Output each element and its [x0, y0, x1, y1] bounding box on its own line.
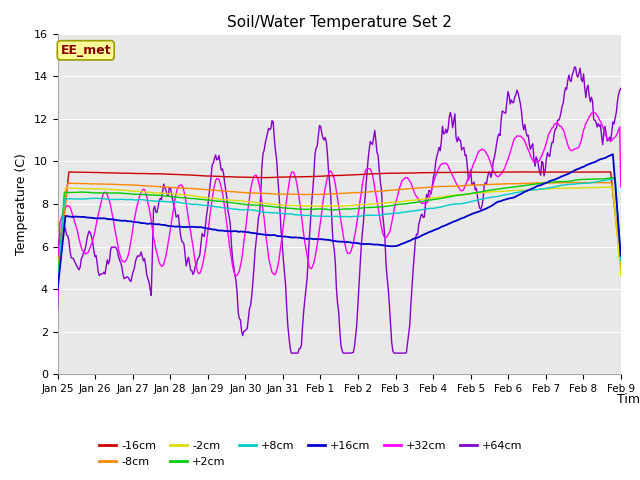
+64cm [617, 85, 625, 91]
+64cm [54, 307, 61, 312]
+32cm [590, 110, 598, 116]
-8cm [358, 190, 366, 195]
-2cm [617, 272, 625, 277]
+8cm [389, 210, 397, 216]
Line: +32cm: +32cm [58, 113, 621, 300]
+64cm [287, 350, 295, 356]
+2cm [358, 205, 366, 211]
-8cm [321, 192, 329, 197]
Line: +8cm: +8cm [58, 179, 621, 287]
+8cm [324, 214, 332, 219]
+8cm [617, 257, 625, 263]
+16cm [515, 192, 523, 198]
Line: +64cm: +64cm [58, 67, 621, 353]
Line: -16cm: -16cm [58, 172, 621, 273]
Line: -8cm: -8cm [58, 182, 621, 279]
+2cm [604, 176, 611, 181]
-2cm [324, 203, 332, 209]
+2cm [324, 207, 332, 213]
Title: Soil/Water Temperature Set 2: Soil/Water Temperature Set 2 [227, 15, 452, 30]
+16cm [358, 241, 366, 247]
+2cm [54, 280, 61, 286]
+8cm [54, 284, 61, 290]
+64cm [360, 219, 367, 225]
+32cm [617, 184, 625, 190]
+64cm [571, 64, 579, 70]
+32cm [605, 137, 612, 143]
-2cm [321, 203, 329, 209]
-8cm [515, 181, 523, 187]
+16cm [609, 151, 617, 157]
-8cm [581, 180, 589, 185]
+2cm [609, 175, 617, 180]
Line: +2cm: +2cm [58, 178, 621, 283]
-8cm [324, 191, 332, 197]
+8cm [611, 176, 619, 182]
-2cm [607, 184, 614, 190]
-16cm [389, 170, 397, 176]
-16cm [515, 169, 523, 175]
-8cm [605, 180, 612, 186]
-16cm [617, 260, 625, 266]
+2cm [515, 183, 523, 189]
-16cm [358, 171, 366, 177]
+32cm [324, 171, 332, 177]
+8cm [604, 177, 611, 183]
+32cm [515, 133, 523, 139]
-2cm [515, 187, 523, 193]
+2cm [617, 257, 625, 263]
+8cm [515, 189, 523, 195]
-2cm [389, 199, 397, 205]
-2cm [604, 184, 611, 190]
-16cm [605, 169, 612, 175]
+8cm [321, 214, 329, 219]
Text: EE_met: EE_met [60, 44, 111, 57]
+2cm [389, 203, 397, 208]
X-axis label: Time: Time [617, 393, 640, 406]
+16cm [389, 243, 397, 249]
+16cm [604, 154, 611, 160]
+16cm [324, 237, 332, 243]
+32cm [321, 186, 329, 192]
Legend: -16cm, -8cm, -2cm, +2cm, +8cm, +16cm, +32cm, +64cm: -16cm, -8cm, -2cm, +2cm, +8cm, +16cm, +3… [95, 437, 527, 471]
+32cm [389, 214, 397, 220]
+16cm [54, 287, 61, 292]
+64cm [326, 180, 333, 186]
Line: +16cm: +16cm [58, 154, 621, 289]
+8cm [358, 213, 366, 219]
+64cm [516, 101, 524, 107]
Line: -2cm: -2cm [58, 187, 621, 275]
+32cm [358, 182, 366, 188]
-2cm [54, 272, 61, 278]
-16cm [321, 173, 329, 179]
-16cm [601, 169, 609, 175]
+32cm [54, 298, 61, 303]
-8cm [54, 276, 61, 282]
-8cm [389, 187, 397, 193]
+16cm [617, 253, 625, 259]
-16cm [54, 270, 61, 276]
-16cm [324, 173, 332, 179]
-8cm [617, 265, 625, 271]
+2cm [321, 206, 329, 212]
-2cm [358, 202, 366, 207]
+16cm [321, 237, 329, 242]
Y-axis label: Temperature (C): Temperature (C) [15, 153, 28, 255]
+64cm [605, 134, 613, 140]
+64cm [323, 138, 330, 144]
+64cm [390, 350, 398, 356]
